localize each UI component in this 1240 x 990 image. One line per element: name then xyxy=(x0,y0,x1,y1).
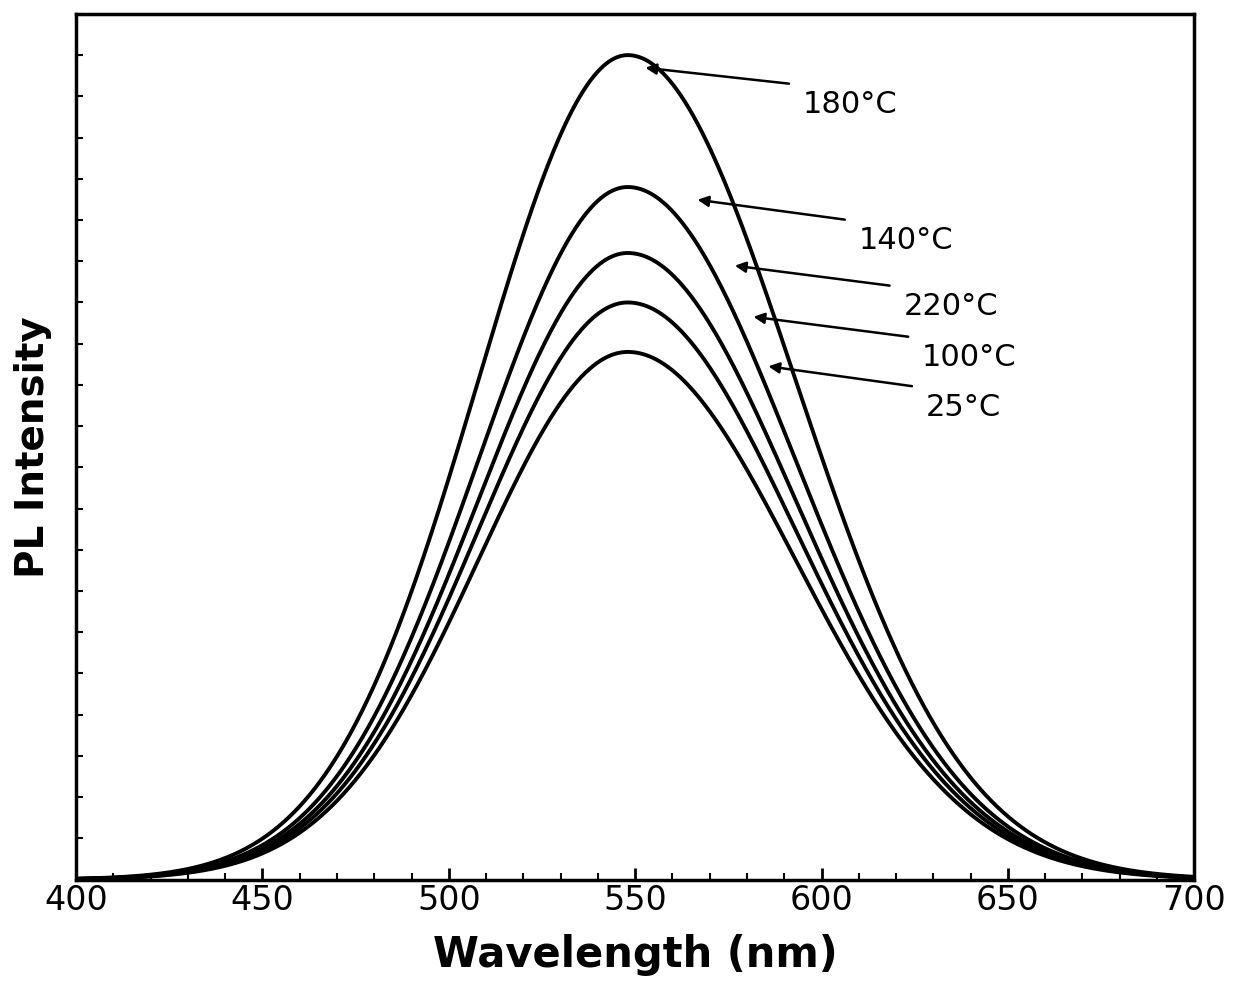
Y-axis label: PL Intensity: PL Intensity xyxy=(14,316,52,577)
Text: 100°C: 100°C xyxy=(923,344,1017,372)
Text: 180°C: 180°C xyxy=(802,90,898,119)
Text: 140°C: 140°C xyxy=(859,226,954,255)
X-axis label: Wavelength (nm): Wavelength (nm) xyxy=(433,935,837,976)
Text: 25°C: 25°C xyxy=(926,393,1001,422)
Text: 220°C: 220°C xyxy=(904,292,998,321)
